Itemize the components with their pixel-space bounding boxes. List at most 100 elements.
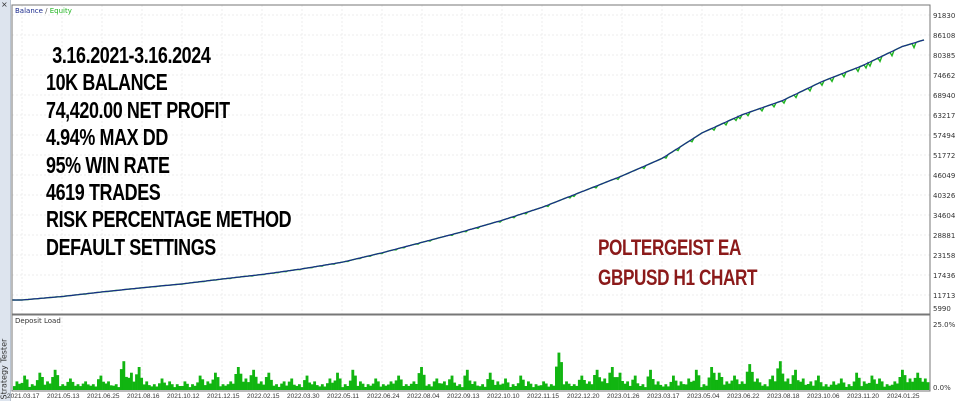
deposit-load-bar — [486, 379, 490, 390]
deposit-load-bar — [18, 383, 21, 390]
deposit-load-bar — [112, 385, 116, 390]
x-tick-label: 2022.09.13 — [447, 393, 480, 400]
y-tick-label: 40326 — [933, 192, 956, 200]
deposit-load-bar — [173, 387, 177, 390]
deposit-load-bar — [809, 381, 813, 390]
deposit-load-bar — [287, 381, 291, 390]
y-tick-label: 74662 — [933, 72, 955, 80]
x-tick-label: 2023.11.20 — [847, 393, 879, 400]
deposit-load-bar — [817, 375, 820, 390]
load-tick-label: 0.0% — [933, 384, 951, 392]
deposit-load-bar — [376, 381, 380, 390]
deposit-load-bar — [130, 372, 133, 390]
deposit-load-bar — [404, 384, 408, 390]
deposit-load-bar — [610, 367, 614, 390]
deposit-load-bar — [191, 384, 194, 390]
deposit-load-bar — [781, 373, 785, 390]
deposit-load-bar — [331, 382, 334, 390]
deposit-load-bar — [547, 386, 551, 390]
deposit-load-bar — [516, 383, 520, 390]
y-tick-label: 5990 — [933, 305, 951, 313]
deposit-load-bar — [267, 372, 271, 390]
deposit-load-bar — [763, 384, 767, 390]
deposit-load-bar — [203, 385, 207, 390]
deposit-load-bar — [758, 382, 762, 390]
deposit-load-bar — [549, 384, 553, 390]
deposit-load-bar — [275, 384, 278, 390]
deposit-load-bar — [41, 377, 44, 390]
deposit-load-bar — [733, 375, 736, 390]
deposit-load-bar — [109, 385, 113, 390]
deposit-load-bar — [409, 383, 413, 390]
deposit-load-bar — [432, 381, 436, 390]
deposit-load-bar — [524, 386, 528, 390]
symbol-timeframe: GBPUSD H1 CHART — [598, 265, 758, 290]
deposit-load-bar — [374, 378, 378, 390]
x-tick-label: 2023.08.18 — [767, 393, 800, 400]
deposit-load-bar — [786, 378, 790, 390]
deposit-load-title: Deposit Load — [15, 317, 61, 325]
deposit-load-bar — [694, 369, 698, 390]
deposit-load-bar — [127, 377, 131, 390]
deposit-load-bar — [43, 384, 47, 390]
deposit-load-bar — [908, 378, 912, 390]
deposit-load-bar — [682, 384, 686, 390]
deposit-load-bar — [74, 385, 77, 390]
deposit-load-bar — [623, 383, 627, 390]
deposit-load-bar — [183, 381, 187, 390]
deposit-load-bar — [659, 384, 663, 390]
legend-equity: Equity — [50, 7, 72, 15]
deposit-load-bar — [539, 385, 543, 390]
close-icon[interactable]: × — [1, 0, 8, 9]
deposit-load-bar — [661, 386, 665, 390]
deposit-load-bar — [425, 385, 429, 390]
deposit-load-bar — [270, 379, 273, 390]
deposit-load-bar — [468, 380, 472, 390]
deposit-load-bar — [796, 380, 800, 390]
deposit-load-bar — [458, 384, 462, 390]
deposit-load-bar — [590, 384, 594, 390]
deposit-load-bar — [206, 381, 210, 390]
deposit-load-bar — [224, 385, 228, 390]
deposit-load-bar — [137, 367, 141, 390]
deposit-load-bar — [822, 386, 825, 390]
deposit-load-bar — [845, 386, 848, 390]
deposit-load-bar — [481, 384, 485, 390]
deposit-load-bar — [677, 385, 680, 390]
deposit-load-bar — [97, 379, 100, 390]
legend-balance: Balance — [15, 7, 43, 15]
deposit-load-bar — [753, 381, 757, 390]
deposit-load-bar — [69, 378, 72, 390]
x-tick-label: 2021.12.15 — [207, 393, 240, 400]
deposit-load-bar — [577, 379, 581, 390]
deposit-load-bar — [244, 378, 248, 390]
deposit-load-bar — [290, 378, 294, 390]
deposit-load-bar — [140, 377, 144, 390]
deposit-load-bar — [603, 378, 607, 390]
deposit-load-bar — [544, 383, 548, 390]
y-tick-label: 80385 — [933, 52, 955, 60]
deposit-load-bar — [387, 384, 390, 390]
deposit-load-bar — [351, 369, 355, 390]
deposit-load-bar — [791, 375, 795, 390]
deposit-load-bar — [738, 384, 742, 390]
deposit-load-bar — [646, 376, 650, 390]
deposit-load-bar — [504, 378, 507, 390]
deposit-load-bar — [812, 385, 815, 390]
deposit-load-bar — [152, 384, 156, 390]
deposit-load-bar — [814, 380, 818, 390]
deposit-load-bar — [94, 386, 98, 390]
deposit-load-bar — [239, 373, 243, 390]
x-tick-label: 2022.05.11 — [327, 393, 359, 400]
deposit-load-bar — [58, 386, 62, 390]
deposit-load-bar — [252, 369, 256, 390]
deposit-load-bar — [616, 377, 619, 390]
deposit-load-bar — [593, 375, 596, 390]
deposit-load-bar — [806, 384, 810, 390]
x-tick-label: 2023.03.17 — [647, 393, 680, 400]
deposit-load-bar — [588, 381, 591, 390]
deposit-load-bar — [180, 386, 184, 390]
deposit-load-bar — [784, 381, 787, 390]
deposit-load-bar — [666, 386, 670, 390]
deposit-load-bar — [142, 384, 146, 390]
